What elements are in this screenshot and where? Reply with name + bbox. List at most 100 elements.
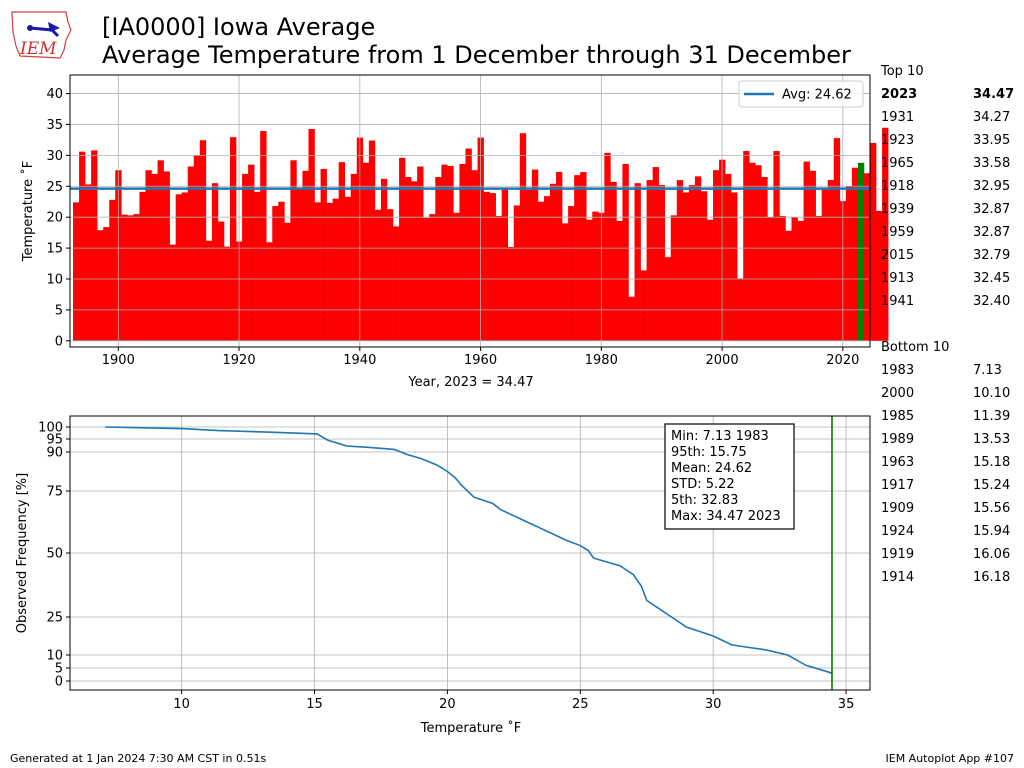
bar-1919: [230, 137, 237, 341]
y-tick-label: 5: [55, 662, 63, 677]
rank-value: 7.13: [973, 363, 1002, 378]
bar-1972: [550, 183, 557, 341]
y-tick-label: 100: [38, 421, 63, 436]
bar-1906: [151, 173, 158, 341]
rank-year: 1924: [881, 524, 915, 539]
chart-title-line1: [IA0000] Iowa Average: [102, 13, 376, 41]
rank-value: 34.47: [973, 87, 1015, 102]
bar-1967: [519, 133, 527, 341]
rank-value: 15.18: [973, 455, 1011, 470]
x-tick-label: 25: [572, 697, 589, 712]
legend-box: [738, 80, 864, 108]
x-tick-label: 1940: [343, 353, 376, 368]
x-tick-label: 2020: [826, 353, 859, 368]
rank-year: 1963: [881, 455, 915, 470]
bar-2005: [749, 162, 756, 341]
bar-1922: [248, 164, 255, 341]
y-tick-label: 50: [46, 547, 63, 562]
bar-1964: [501, 188, 509, 341]
y-tick-label: 0: [55, 334, 63, 349]
bar-1992: [670, 215, 678, 341]
bar-1949: [411, 181, 418, 341]
bar-1929: [290, 160, 297, 341]
bar-1957: [459, 164, 466, 341]
rank-year: 1965: [881, 156, 915, 171]
bar-1923: [254, 191, 261, 341]
bar-1969: [531, 169, 539, 341]
bar-1962: [489, 193, 496, 341]
rank-year: 1918: [881, 179, 915, 194]
rank-value: 16.06: [973, 547, 1011, 562]
bar-1939: [350, 173, 358, 341]
bar-2025: [870, 143, 877, 341]
rank-year: 1959: [881, 225, 915, 240]
bar-1918: [223, 246, 231, 341]
rank-value: 15.56: [973, 501, 1011, 516]
rank-value: 32.95: [973, 179, 1011, 194]
rank-year: 1913: [881, 271, 915, 286]
bar-1954: [441, 164, 448, 341]
stats-line: 5th: 32.83: [671, 493, 738, 508]
frequency-line-chart: 10 15 20 25 30 3505102550759095100Temperature…: [15, 415, 871, 736]
bar-2006: [755, 165, 762, 341]
bar-2010: [779, 215, 786, 341]
rank-year: 1923: [881, 133, 915, 148]
rank-value: 15.24: [973, 478, 1011, 493]
y-tick-label: 95: [46, 433, 63, 448]
bar-2004: [743, 151, 750, 341]
rank-value: 16.18: [973, 570, 1011, 585]
legend: Avg: 24.62: [738, 80, 864, 108]
bar-1933: [314, 202, 321, 341]
bar-1928: [284, 222, 291, 341]
bar-1995: [688, 185, 696, 341]
bar-1926: [272, 206, 279, 341]
bar-2007: [761, 177, 768, 341]
bar-2026: [876, 211, 883, 341]
y-axis-label: Temperature ˚F: [20, 161, 36, 262]
bar-1946: [393, 226, 400, 341]
bar-1905: [145, 170, 152, 341]
rank-value: 32.45: [973, 271, 1011, 286]
bar-1987: [640, 270, 647, 341]
iem-logo: IEM: [11, 11, 72, 59]
bar-1893: [73, 202, 80, 341]
bar-2011: [785, 230, 792, 341]
x-tick-label: 1920: [223, 353, 256, 368]
bar-1924: [260, 130, 267, 341]
bar-1947: [399, 157, 406, 341]
bar-chart-frame: [69, 74, 871, 348]
x-tick-label: 1960: [464, 353, 497, 368]
bar-1917: [217, 221, 225, 341]
bar-1981: [604, 152, 611, 341]
bar-1988: [646, 180, 653, 341]
bar-2015: [809, 170, 816, 341]
rank-year: 2000: [881, 386, 915, 401]
bar-1961: [483, 191, 490, 341]
top-ten-label: Top 10: [881, 64, 924, 79]
bar-1898: [103, 227, 110, 341]
bar-1958: [465, 148, 472, 341]
bar-1934: [320, 168, 327, 341]
y-tick-label: 25: [46, 180, 63, 195]
bar-1970: [537, 201, 545, 341]
rank-year: 2023: [881, 87, 918, 102]
frequency-curve: [105, 426, 833, 674]
y-tick-label: 10: [46, 649, 63, 664]
bar-1896: [91, 150, 98, 341]
stats-line: Mean: 24.62: [671, 461, 752, 476]
bottom-ten-label: Bottom 10: [881, 340, 950, 355]
footer-generated: Generated at 1 Jan 2024 7:30 AM CST in 0…: [10, 752, 267, 765]
bar-1942: [368, 140, 376, 341]
bar-1944: [380, 178, 388, 341]
bar-1948: [405, 177, 412, 341]
bar-1899: [109, 199, 116, 341]
y-tick-label: 40: [46, 87, 63, 102]
bar-1974: [562, 223, 569, 341]
rank-year: 1941: [881, 294, 915, 309]
bar-1999: [713, 170, 720, 341]
rank-value: 13.53: [973, 432, 1011, 447]
bar-2027: [882, 127, 889, 341]
bar-1966: [513, 205, 521, 341]
bar-1976: [574, 175, 581, 341]
rank-year: 1909: [881, 501, 915, 516]
